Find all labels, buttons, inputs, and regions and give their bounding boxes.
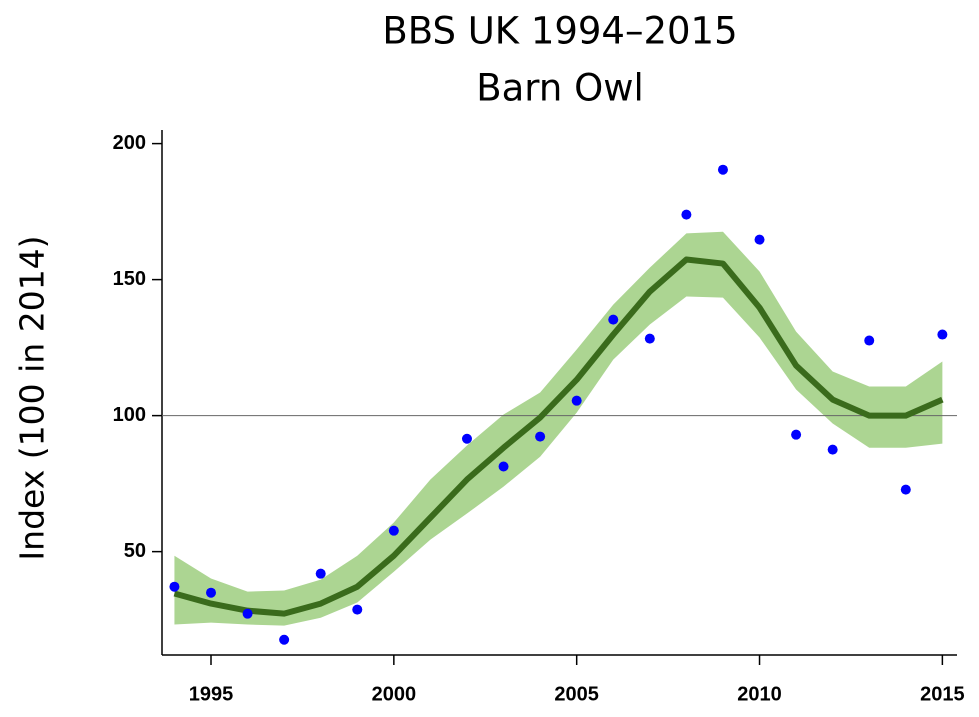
data-point xyxy=(279,634,290,645)
data-point xyxy=(827,444,838,455)
y-axis-label: Index (100 in 2014) xyxy=(13,235,52,560)
chart-title: BBS UK 1994–2015 xyxy=(382,10,737,53)
chart-subtitle: Barn Owl xyxy=(476,67,644,110)
y-tick-label: 150 xyxy=(113,268,146,290)
y-tick-label: 50 xyxy=(124,540,146,562)
data-point xyxy=(315,568,326,579)
data-point xyxy=(388,525,399,536)
data-point xyxy=(571,395,582,406)
data-point xyxy=(791,429,802,440)
data-point xyxy=(681,209,692,220)
data-point xyxy=(754,234,765,245)
confidence-band xyxy=(174,231,943,626)
x-tick-label: 2000 xyxy=(372,683,417,705)
data-point xyxy=(864,335,875,346)
data-point xyxy=(608,314,619,325)
data-point xyxy=(169,581,180,592)
data-point xyxy=(352,604,363,615)
y-tick-label: 100 xyxy=(113,404,146,426)
trend-line xyxy=(173,256,944,617)
data-point xyxy=(461,433,472,444)
data-point xyxy=(206,587,217,598)
x-tick-label: 1995 xyxy=(189,683,234,705)
x-tick-label: 2015 xyxy=(920,683,965,705)
data-point xyxy=(498,461,509,472)
data-point xyxy=(937,329,948,340)
data-point xyxy=(535,431,546,442)
data-point xyxy=(242,608,253,619)
y-tick-label: 200 xyxy=(113,132,146,154)
data-point xyxy=(900,484,911,495)
data-point xyxy=(644,333,655,344)
x-tick-label: 2005 xyxy=(554,683,599,705)
x-tick-label: 2010 xyxy=(737,683,782,705)
data-point xyxy=(717,164,728,175)
